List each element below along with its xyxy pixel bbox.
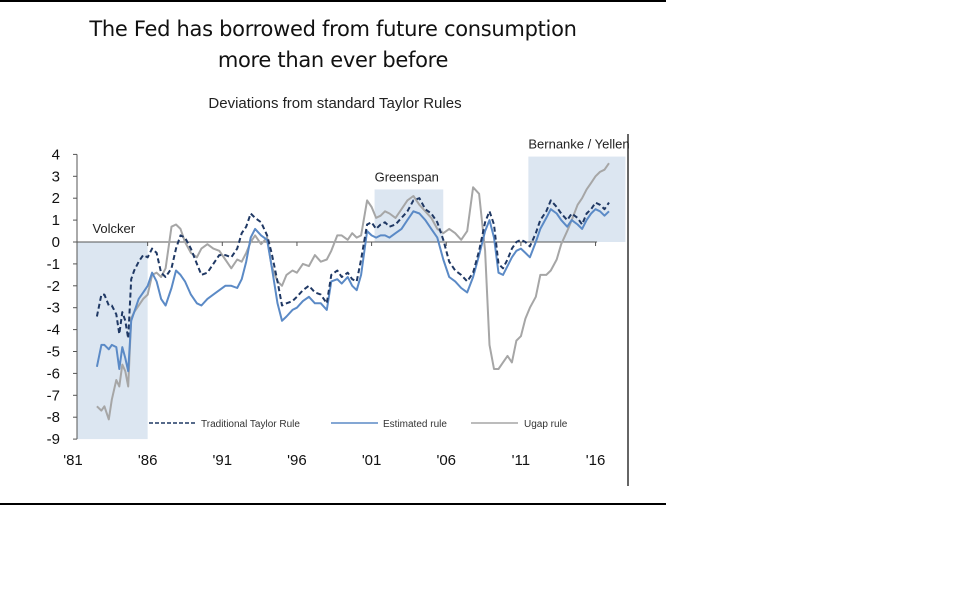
y-tick-label: 3	[52, 168, 60, 185]
era-label: Greenspan	[375, 169, 439, 184]
y-tick-label: -4	[47, 322, 60, 339]
series-lines	[95, 162, 610, 421]
headline-line-1: The Fed has borrowed from future consump…	[89, 17, 577, 41]
legend-label: Estimated rule	[383, 419, 447, 430]
era-label: Bernanke / Yellen	[528, 137, 629, 152]
y-tick-label: -1	[47, 256, 60, 273]
x-tick-label: '01	[362, 452, 382, 469]
shaded-periods	[77, 156, 626, 440]
shaded-period-volcker	[77, 242, 148, 440]
era-label: Volcker	[92, 221, 135, 236]
series-line-traditional-taylor-rule	[95, 197, 610, 340]
x-tick-label: '81	[63, 452, 83, 469]
y-tick-label: -9	[47, 431, 60, 448]
shaded-period-bernanke-yellen	[528, 156, 626, 242]
series-line-ugap-rule	[96, 162, 610, 421]
y-tick-label: -3	[47, 300, 60, 317]
y-tick-label: -2	[47, 278, 60, 295]
x-tick-label: '11	[512, 452, 530, 469]
y-tick-label: -7	[47, 387, 60, 404]
x-tick-label: '06	[436, 452, 456, 469]
x-tick-label: '96	[287, 452, 307, 469]
x-tick-label: '86	[138, 452, 158, 469]
top-rule	[0, 0, 666, 2]
legend-label: Ugap rule	[524, 419, 568, 430]
y-tick-label: 4	[52, 146, 60, 163]
legend-label: Traditional Taylor Rule	[201, 419, 300, 430]
y-tick-label: -8	[47, 409, 60, 426]
headline-line-2: more than ever before	[217, 48, 449, 72]
series-line-estimated-rule	[95, 208, 610, 373]
headline: The Fed has borrowed from future consump…	[0, 14, 666, 76]
y-tick-label: 0	[52, 234, 60, 251]
x-tick-label: '16	[586, 452, 606, 469]
chart-title: Deviations from standard Taylor Rules	[208, 95, 462, 112]
axes: 4 3 2 1 0 -1 -2 -3 -4 -5 -6 -7 -8 -9'81 '86 '91 '96 '01 '0…	[47, 146, 606, 469]
x-tick-label: '91	[213, 452, 233, 469]
era-labels: Volcker Greenspan Bernanke / Yellen	[92, 137, 629, 236]
bottom-rule	[0, 503, 666, 505]
legend: Traditional Taylor Rule Estimated rule Uga…	[149, 419, 568, 430]
y-tick-label: 2	[52, 190, 60, 207]
y-tick-label: 1	[52, 212, 60, 229]
y-tick-label: -5	[47, 344, 60, 361]
y-tick-label: -6	[47, 365, 60, 382]
